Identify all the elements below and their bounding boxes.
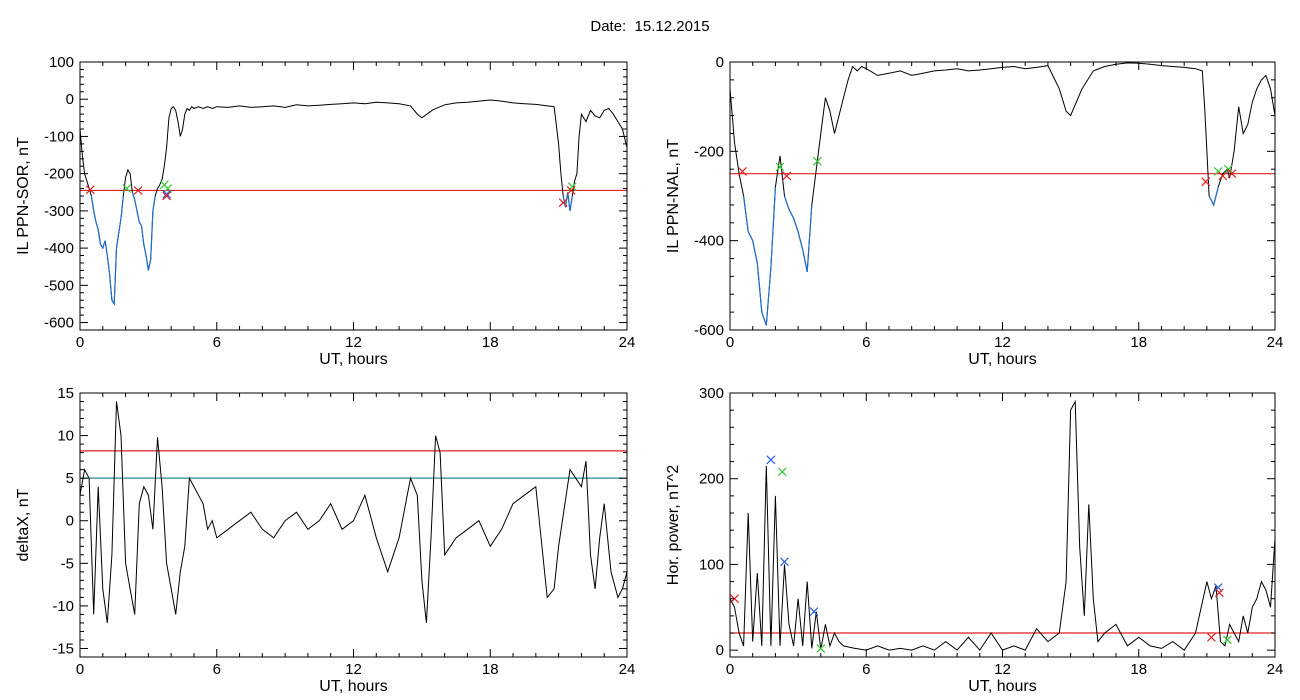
y-axis-label: Hor. power, nT^2 (665, 465, 682, 586)
y-tick-label: 300 (699, 385, 724, 402)
x-tick-label: 24 (619, 661, 636, 678)
chart-panel-bottom-right: 0 6 12 18 24 300 200 100 0 UT, hours Hor. power, n… (665, 385, 1283, 695)
y-axis-label: IL PPN-NAL, nT (665, 139, 682, 253)
marker-red (85, 185, 95, 195)
marker-blue (766, 455, 776, 465)
marker-red (1218, 171, 1228, 181)
y-tick-label: -5 (61, 555, 74, 572)
series-line (80, 401, 627, 623)
x-tick-label: 24 (1267, 661, 1284, 678)
figure-title: Date: 15.12.2015 (590, 18, 710, 35)
x-tick-label: 18 (1130, 334, 1147, 351)
marker-red (738, 167, 747, 176)
series-below-threshold (131, 192, 156, 271)
y-tick-label: 0 (716, 54, 724, 71)
series-below-threshold (783, 195, 813, 273)
series-below-threshold (743, 187, 776, 326)
marker-red (1214, 588, 1224, 598)
x-tick-label: 6 (213, 661, 221, 678)
x-tick-label: 6 (862, 334, 870, 351)
y-tick-label: 0 (716, 642, 724, 659)
x-tick-label: 0 (726, 661, 734, 678)
x-tick-label: 0 (76, 334, 84, 351)
marker-red (730, 594, 739, 604)
x-axis-label: UT, hours (319, 678, 387, 695)
marker-green (816, 644, 826, 653)
y-tick-label: -400 (44, 240, 74, 257)
x-tick-label: 12 (994, 334, 1011, 351)
y-tick-label: -600 (44, 315, 74, 332)
series-line (730, 62, 1275, 326)
x-tick-label: 0 (726, 334, 734, 351)
marker-green (813, 156, 822, 166)
plot-frame (729, 61, 1276, 331)
y-tick-label: -10 (52, 598, 74, 615)
x-tick-label: 18 (482, 334, 499, 351)
marker-green (775, 162, 785, 172)
x-tick-label: 12 (994, 661, 1011, 678)
y-axis-label: deltaX, nT (15, 488, 32, 561)
marker-green (777, 467, 787, 477)
marker-red (1227, 169, 1237, 179)
y-tick-label: -100 (44, 128, 74, 145)
x-tick-label: 24 (1267, 334, 1284, 351)
y-tick-label: -400 (694, 233, 724, 250)
y-tick-label: 200 (699, 471, 724, 488)
marker-blue (1213, 583, 1223, 592)
y-axis-label: IL PPN-SOR, nT (15, 137, 32, 255)
series-line (730, 399, 1275, 651)
y-tick-label: 0 (66, 91, 74, 108)
y-tick-label: -600 (694, 322, 724, 339)
marker-red (566, 185, 576, 195)
marker-red (1206, 632, 1216, 642)
series-below-threshold (90, 195, 124, 306)
x-tick-label: 6 (213, 334, 221, 351)
y-tick-label: -300 (44, 203, 74, 220)
y-tick-label: -200 (694, 143, 724, 160)
plot-frame (729, 392, 1276, 658)
plot-frame (79, 392, 628, 658)
marker-blue (809, 607, 819, 616)
plot-frame (79, 61, 628, 331)
x-tick-label: 18 (482, 661, 499, 678)
chart-panel-top-left: 0 6 12 18 24 100 0 -100 -200 -300 -400 -500 -600 UT, … (15, 54, 635, 368)
series-below-threshold (1208, 186, 1219, 207)
x-axis-label: UT, hours (968, 678, 1036, 695)
y-tick-label: 100 (49, 54, 74, 71)
y-tick-label: 15 (57, 385, 74, 402)
marker-green (163, 184, 173, 193)
y-tick-label: 5 (66, 470, 74, 487)
marker-red (782, 171, 792, 181)
x-tick-label: 12 (345, 334, 362, 351)
marker-green (122, 184, 132, 193)
series-line (80, 99, 627, 306)
marker-green (1222, 635, 1232, 645)
chart-panel-bottom-left: 0 6 12 18 24 15 10 5 0 -5 -10 -15 UT, hours deltaX, n… (15, 385, 635, 695)
marker-blue (780, 557, 789, 567)
y-tick-label: 10 (57, 428, 74, 445)
marker-red (133, 185, 143, 195)
x-axis-label: UT, hours (319, 351, 387, 368)
marker-red (1201, 177, 1211, 187)
chart-panel-top-right: 0 6 12 18 24 0 -200 -400 -600 UT, hours IL PPN-NAL… (665, 54, 1283, 368)
y-tick-label: -200 (44, 166, 74, 183)
marker-red (162, 191, 172, 201)
y-tick-label: -15 (52, 640, 74, 657)
x-axis-label: UT, hours (968, 351, 1036, 368)
x-tick-label: 18 (1130, 661, 1147, 678)
marker-green (1224, 164, 1233, 174)
x-tick-label: 12 (345, 661, 362, 678)
x-tick-label: 24 (619, 334, 636, 351)
x-tick-label: 0 (76, 661, 84, 678)
y-tick-label: 0 (66, 513, 74, 530)
x-tick-label: 6 (862, 661, 870, 678)
marker-red (558, 198, 568, 208)
y-tick-label: 100 (699, 556, 724, 573)
marker-blue (162, 189, 172, 199)
y-tick-label: -500 (44, 277, 74, 294)
